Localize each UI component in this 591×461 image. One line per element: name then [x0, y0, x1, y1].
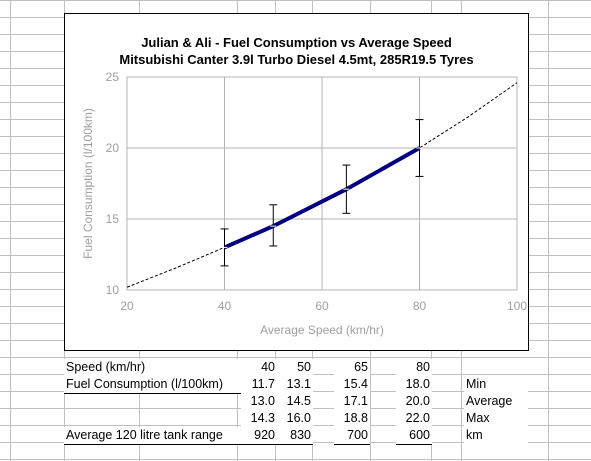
chart-title: Julian & Ali - Fuel Consumption vs Avera… — [141, 35, 452, 50]
fuel-avg-cell[interactable]: 17.1 — [334, 393, 370, 411]
fuel-max-cell[interactable]: 14.3 — [241, 410, 277, 428]
fuel-max-cell[interactable]: 18.8 — [334, 410, 370, 428]
speed-label-cell[interactable]: Speed (km/hr) — [64, 359, 241, 377]
speed-cell[interactable]: 65 — [334, 359, 370, 377]
fuel-avg-cell[interactable]: 13.0 — [241, 393, 277, 411]
consumption-line — [223, 146, 421, 250]
speed-cell[interactable]: 40 — [241, 359, 277, 377]
fuel-max-cell[interactable]: 16.0 — [277, 410, 313, 428]
plot-area: 20 40 60 80 100 10 15 20 25 Average Speed (km/hr)… — [81, 70, 527, 337]
x-tick-label: 80 — [413, 299, 427, 313]
range-cell[interactable]: 830 — [277, 427, 313, 445]
fuel-avg-cell[interactable]: 14.5 — [277, 393, 313, 411]
y-tick-label: 20 — [106, 141, 120, 155]
x-tick-label: 20 — [120, 299, 134, 313]
fuel-min-cell[interactable]: 11.7 — [241, 376, 277, 394]
range-label-cell[interactable]: Average 120 litre tank range — [64, 427, 241, 445]
range-cell[interactable]: 920 — [241, 427, 277, 445]
chart-area[interactable]: Julian & Ali - Fuel Consumption vs Avera… — [64, 13, 529, 351]
y-axis-label: Fuel Consumption (l/100km) — [81, 108, 95, 259]
fuel-min-cell[interactable]: 15.4 — [334, 376, 370, 394]
x-axis-label: Average Speed (km/hr) — [260, 323, 384, 337]
chart-subtitle: Mitsubishi Canter 3.9l Turbo Diesel 4.5m… — [119, 52, 474, 67]
fuel-min-cell[interactable]: 18.0 — [396, 376, 432, 394]
x-tick-label: 100 — [507, 299, 527, 313]
speed-cell[interactable]: 50 — [277, 359, 313, 377]
min-label-cell[interactable]: Min — [464, 376, 528, 393]
fuel-label-cell[interactable]: Fuel Consumption (l/100km) — [64, 376, 241, 394]
max-label-cell[interactable]: Max — [464, 410, 528, 427]
x-tick-label: 60 — [315, 299, 329, 313]
y-tick-label: 10 — [106, 283, 120, 297]
y-tick-label: 25 — [106, 70, 120, 84]
fuel-min-cell[interactable]: 13.1 — [277, 376, 313, 394]
average-label-cell[interactable]: Average — [464, 393, 528, 410]
speed-cell[interactable]: 80 — [396, 359, 432, 377]
fuel-max-cell[interactable]: 22.0 — [396, 410, 432, 428]
range-cell[interactable]: 600 — [396, 427, 432, 445]
trend-line — [126, 82, 518, 288]
range-unit-cell[interactable]: km — [464, 427, 528, 444]
x-tick-label: 40 — [218, 299, 232, 313]
y-tick-label: 15 — [106, 212, 120, 226]
fuel-avg-cell[interactable]: 20.0 — [396, 393, 432, 411]
range-cell[interactable]: 700 — [334, 427, 370, 445]
plot-frame — [126, 76, 518, 291]
